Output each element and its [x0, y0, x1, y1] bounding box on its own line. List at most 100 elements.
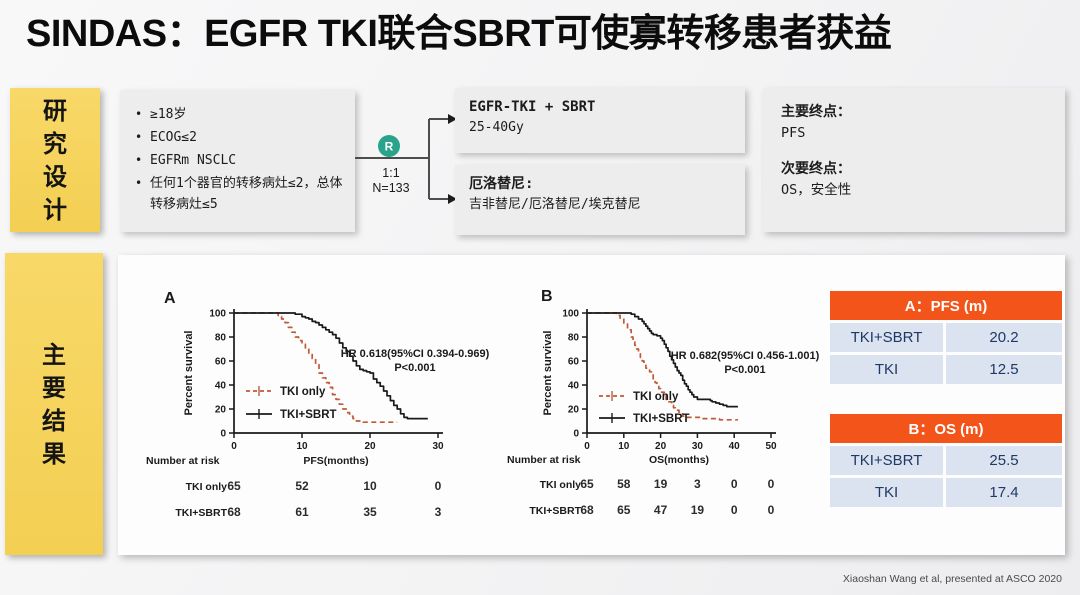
svg-text:80: 80 [568, 333, 580, 344]
svg-text:0: 0 [220, 429, 226, 440]
svg-text:0: 0 [231, 441, 237, 452]
svg-text:20: 20 [655, 441, 667, 452]
svg-text:A: A [164, 290, 176, 307]
row-label: TKI+SBRT [830, 323, 946, 352]
row-value: 20.2 [946, 323, 1062, 352]
svg-text:20: 20 [364, 441, 376, 452]
km-curve [234, 312, 428, 420]
tab-char: 结 [42, 406, 66, 435]
randomization-symbol: R [385, 140, 394, 154]
tab-char: 要 [42, 373, 66, 402]
svg-text:19: 19 [654, 477, 668, 491]
svg-text:68: 68 [580, 503, 594, 517]
arrowhead-bottom-icon [448, 194, 457, 204]
table-header: A：PFS (m) [830, 291, 1062, 320]
svg-text:TKI+SBRT: TKI+SBRT [529, 505, 581, 517]
row-value: 12.5 [946, 355, 1062, 384]
table-row: TKI 17.4 [830, 478, 1062, 507]
svg-text:TKI only: TKI only [186, 481, 228, 493]
svg-text:Number at risk: Number at risk [146, 455, 220, 467]
arm-title: 厄洛替尼: [469, 176, 534, 192]
svg-text:TKI only: TKI only [540, 479, 582, 491]
svg-text:40: 40 [215, 381, 227, 392]
svg-text:0: 0 [731, 477, 738, 491]
svg-text:65: 65 [617, 503, 631, 517]
svg-text:10: 10 [363, 479, 377, 493]
svg-text:20: 20 [568, 405, 580, 416]
svg-text:3: 3 [435, 505, 442, 519]
randomization-n: N=133 [372, 181, 409, 195]
svg-text:0: 0 [731, 503, 738, 517]
svg-text:PFS(months): PFS(months) [303, 455, 368, 467]
svg-text:60: 60 [215, 357, 227, 368]
arm-detail: 25-40Gy [469, 120, 524, 135]
pfs-summary-table: A：PFS (m) TKI+SBRT 20.2 TKI 12.5 [830, 288, 1062, 387]
row-label: TKI [830, 478, 946, 507]
svg-text:58: 58 [617, 477, 631, 491]
tab-char: 果 [42, 439, 66, 468]
svg-text:B: B [541, 288, 553, 305]
criteria-item: EGFRm NSCLC [135, 150, 345, 171]
tab-char: 究 [43, 129, 67, 158]
section-tab-study-design: 研 究 设 计 [10, 88, 100, 232]
svg-text:10: 10 [618, 441, 630, 452]
criteria-item: ≥18岁 [135, 104, 345, 125]
svg-text:Number at risk: Number at risk [507, 454, 581, 466]
svg-text:100: 100 [209, 309, 226, 320]
svg-text:35: 35 [363, 505, 377, 519]
randomization-icon [378, 135, 400, 157]
randomization-ratio: 1:1 [382, 166, 399, 180]
criteria-list: ≥18岁 ECOG≤2 EGFRm NSCLC 任何1个器官的转移病灶≤2，总体… [120, 104, 355, 215]
svg-text:3: 3 [694, 477, 701, 491]
row-value: 17.4 [946, 478, 1062, 507]
svg-text:TKI+SBRT: TKI+SBRT [633, 413, 690, 425]
tab-char: 设 [43, 162, 67, 191]
svg-text:40: 40 [568, 381, 580, 392]
km-plot-pfs: A 0 20 40 60 80 100 0 10 20 30 Percent survival TKI … [130, 281, 490, 543]
primary-endpoint-label: 主要终点： [781, 104, 851, 120]
slide-title: SINDAS：EGFR TKI联合SBRT可使寡转移患者获益 [26, 13, 892, 55]
svg-text:P<0.001: P<0.001 [724, 364, 765, 376]
tab-char: 研 [43, 96, 67, 125]
table-header: B：OS (m) [830, 414, 1062, 443]
svg-text:10: 10 [296, 441, 308, 452]
svg-text:Percent survival: Percent survival [542, 331, 554, 416]
svg-text:40: 40 [729, 441, 741, 452]
row-value: 25.5 [946, 446, 1062, 475]
row-label: TKI+SBRT [830, 446, 946, 475]
svg-text:0: 0 [435, 479, 442, 493]
svg-text:20: 20 [215, 405, 227, 416]
row-label: TKI [830, 355, 946, 384]
svg-text:80: 80 [215, 333, 227, 344]
svg-text:TKI+SBRT: TKI+SBRT [175, 507, 227, 519]
svg-text:61: 61 [295, 505, 309, 519]
svg-text:65: 65 [227, 479, 241, 493]
svg-text:HR 0.618(95%CI 0.394-0.969): HR 0.618(95%CI 0.394-0.969) [341, 348, 490, 360]
svg-text:0: 0 [768, 477, 775, 491]
svg-text:52: 52 [295, 479, 309, 493]
svg-text:50: 50 [765, 441, 777, 452]
arrowhead-top-icon [448, 114, 457, 124]
tab-char: 主 [42, 340, 66, 369]
inclusion-criteria-box: ≥18岁 ECOG≤2 EGFRm NSCLC 任何1个器官的转移病灶≤2，总体… [120, 90, 355, 232]
primary-endpoint-value: PFS [781, 125, 806, 141]
svg-text:TKI only: TKI only [280, 386, 326, 398]
svg-text:30: 30 [432, 441, 444, 452]
arm-detail: 吉非替尼/厄洛替尼/埃克替尼 [469, 197, 641, 212]
citation: Xiaoshan Wang et al, presented at ASCO 2… [842, 573, 1062, 585]
criteria-item: ECOG≤2 [135, 127, 345, 148]
svg-text:60: 60 [568, 357, 580, 368]
svg-text:19: 19 [691, 503, 705, 517]
table-row: TKI+SBRT 25.5 [830, 446, 1062, 475]
svg-text:30: 30 [692, 441, 704, 452]
secondary-endpoint-label: 次要终点： [781, 161, 851, 177]
os-summary-table: B：OS (m) TKI+SBRT 25.5 TKI 17.4 [830, 411, 1062, 510]
arm-tki-sbrt-box: EGFR-TKI + SBRT 25-40Gy [455, 88, 745, 153]
criteria-item: 任何1个器官的转移病灶≤2，总体转移病灶≤5 [135, 173, 345, 215]
svg-text:OS(months): OS(months) [649, 454, 709, 466]
svg-text:P<0.001: P<0.001 [394, 362, 435, 374]
tab-char: 计 [43, 195, 67, 224]
endpoints-box: 主要终点： PFS 次要终点： OS，安全性 [763, 88, 1065, 232]
svg-text:Percent survival: Percent survival [183, 331, 195, 416]
